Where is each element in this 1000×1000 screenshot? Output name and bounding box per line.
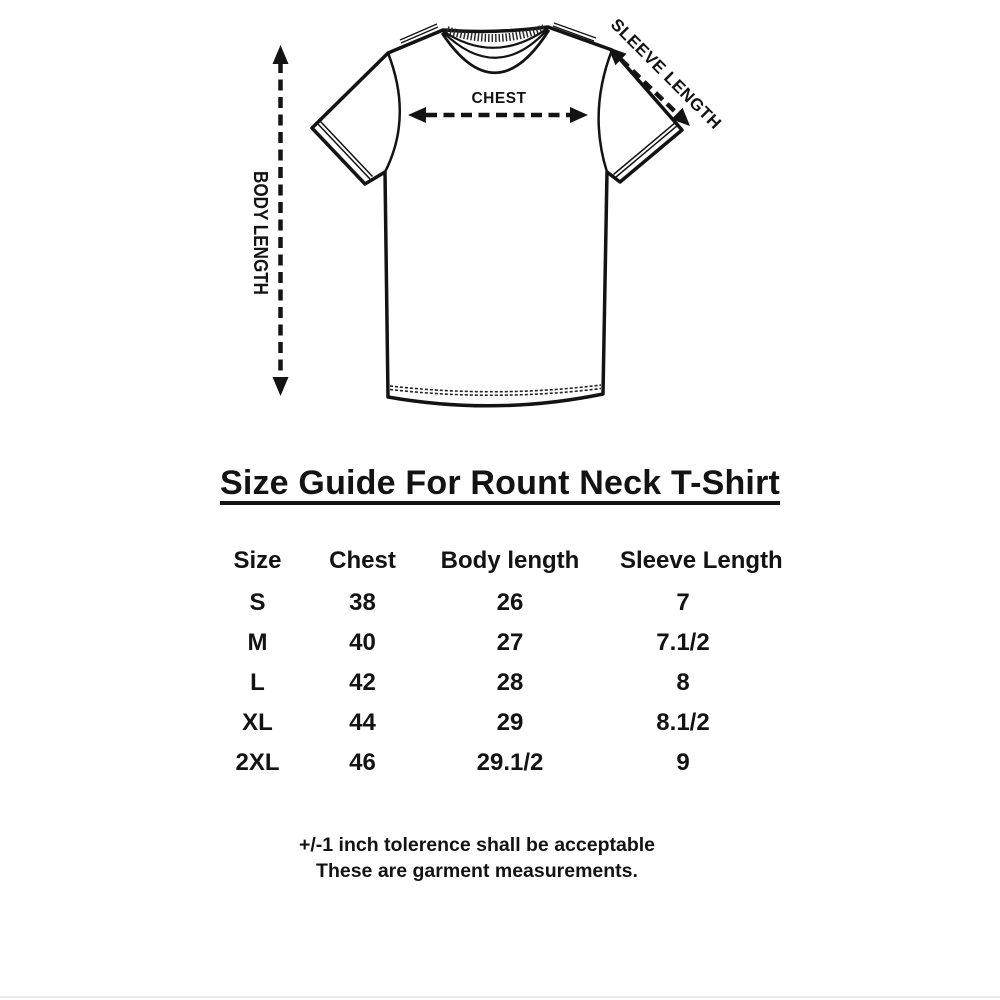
sleeve-length-value: 8.1/2 — [656, 709, 710, 736]
arrowhead-up — [272, 45, 289, 64]
hem-stitch — [389, 384, 602, 397]
collar-front-band-top — [442, 28, 549, 59]
column-header-body-length: Body length — [440, 546, 580, 574]
sleeve-length-value: 7.1/2 — [656, 629, 710, 656]
tshirt-measurement-diagram: BODY LENGTH CHEST SLEEVE LENGTH — [249, 15, 725, 408]
page-title: Size Guide For Rount Neck T-Shirt — [219, 464, 781, 502]
table-row: S 38 26 7 — [190, 583, 746, 623]
tshirt-outline — [310, 25, 684, 408]
footer-notes: +/-1 inch tolerence shall be acceptable … — [227, 833, 727, 884]
body-length-value: 27 — [496, 629, 524, 656]
collar-band-bottom — [442, 27, 549, 49]
arrowhead-left — [408, 107, 426, 123]
size-table: Size Chest Body length Sleeve Length S 3… — [190, 541, 783, 783]
arrowhead-upleft — [608, 47, 627, 66]
left-cuff-seam — [316, 119, 374, 180]
sleeve-length-value: 7 — [676, 589, 690, 616]
sleeve-length-value: 8 — [676, 669, 690, 696]
left-armhole-seam — [383, 52, 401, 173]
size-table-header-row: Size Chest Body length Sleeve Length — [190, 541, 783, 580]
collar-rib-hatch — [445, 24, 546, 43]
table-row: XL 44 29 8.1/2 — [190, 703, 746, 743]
column-header-chest: Chest — [329, 546, 396, 574]
size-value: 2XL — [235, 749, 280, 776]
table-row: L 42 28 8 — [190, 663, 746, 703]
body-length-label: BODY LENGTH — [249, 171, 271, 295]
chest-label: CHEST — [471, 90, 526, 107]
sleeve-length-value: 9 — [676, 749, 690, 776]
chest-value: 44 — [349, 709, 376, 736]
body-length-value: 28 — [496, 669, 524, 696]
body-length-value: 29 — [496, 709, 524, 736]
sleeve-length-arrow — [608, 47, 690, 126]
size-table-body: S 38 26 7 M 40 27 7.1/2 L 42 28 8 XL 44 … — [190, 583, 746, 783]
chest-value: 46 — [349, 749, 376, 776]
column-header-sleeve-length: Sleeve Length — [620, 546, 783, 574]
size-value: S — [249, 589, 266, 616]
right-cuff-seam — [613, 121, 679, 178]
chest-value: 40 — [349, 629, 376, 656]
chest-value: 42 — [349, 669, 376, 696]
body-length-value: 29.1/2 — [476, 749, 544, 776]
column-header-size: Size — [233, 546, 282, 574]
size-value: M — [247, 629, 268, 656]
chest-value: 38 — [349, 589, 376, 616]
arrowhead-right — [570, 107, 588, 123]
bottom-hairline — [0, 996, 1000, 998]
measurement-note: These are garment measurements. — [316, 859, 638, 882]
right-shoulder-seam — [552, 22, 597, 42]
table-row: 2XL 46 29.1/2 9 — [190, 743, 746, 783]
right-armhole-seam — [597, 49, 614, 173]
arrowhead-down — [272, 377, 289, 396]
table-row: M 40 27 7.1/2 — [190, 623, 746, 663]
body-length-arrow — [272, 45, 289, 396]
arrowhead-downright — [671, 107, 690, 126]
size-value: XL — [242, 709, 273, 736]
left-shoulder-seam — [399, 23, 439, 44]
body-length-value: 26 — [496, 589, 524, 616]
collar-front-band-bottom — [440, 29, 551, 75]
tolerance-note: +/-1 inch tolerence shall be acceptable — [298, 834, 656, 856]
chest-arrow — [408, 107, 588, 123]
size-value: L — [250, 669, 265, 696]
